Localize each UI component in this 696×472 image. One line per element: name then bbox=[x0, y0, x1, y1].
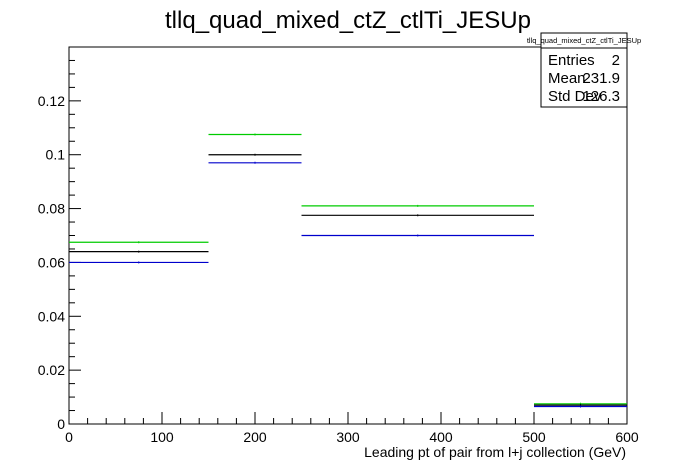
x-tick-label: 200 bbox=[243, 429, 267, 445]
stats-box-frame bbox=[540, 32, 628, 108]
x-tick-label: 400 bbox=[429, 429, 453, 445]
series-2 bbox=[69, 161, 627, 408]
x-tick-label: 600 bbox=[615, 429, 639, 445]
stats-mean-label: Mean bbox=[548, 70, 586, 87]
x-axis: 0 100 200 300 400 500 600 bbox=[65, 412, 639, 445]
stats-entries-label: Entries bbox=[548, 52, 595, 69]
series-0 bbox=[69, 133, 627, 405]
histogram-series bbox=[69, 133, 627, 408]
chart-title: tllq_quad_mixed_ctZ_ctlTi_JESUp bbox=[165, 7, 531, 34]
y-tick-label: 0.1 bbox=[46, 147, 66, 163]
x-tick-label: 300 bbox=[336, 429, 360, 445]
x-tick-label: 500 bbox=[522, 429, 546, 445]
series-1 bbox=[69, 153, 627, 407]
y-tick-label: 0 bbox=[57, 416, 65, 432]
stats-mean-value: 231.9 bbox=[582, 70, 620, 87]
stats-box-title: tllq_quad_mixed_ctZ_ctlTi_JESUp bbox=[527, 36, 641, 45]
y-axis: 0 0.02 0.04 0.06 0.08 0.1 0.12 bbox=[38, 46, 81, 432]
stats-stddev-label: Std Dev bbox=[548, 88, 602, 105]
stats-entries-value: 2 bbox=[612, 52, 620, 69]
stats-box: tllq_quad_mixed_ctZ_ctlTi_JESUp Entries … bbox=[527, 32, 641, 108]
y-tick-label: 0.12 bbox=[38, 93, 65, 109]
y-tick-label: 0.04 bbox=[38, 308, 65, 324]
y-tick-label: 0.06 bbox=[38, 254, 65, 270]
x-tick-label: 0 bbox=[65, 429, 73, 445]
x-axis-label: Leading pt of pair from l+j collection (… bbox=[364, 444, 626, 460]
y-tick-label: 0.02 bbox=[38, 362, 65, 378]
stats-stddev-value: 126.3 bbox=[582, 88, 620, 105]
y-tick-label: 0.08 bbox=[38, 201, 65, 217]
x-tick-label: 100 bbox=[150, 429, 174, 445]
